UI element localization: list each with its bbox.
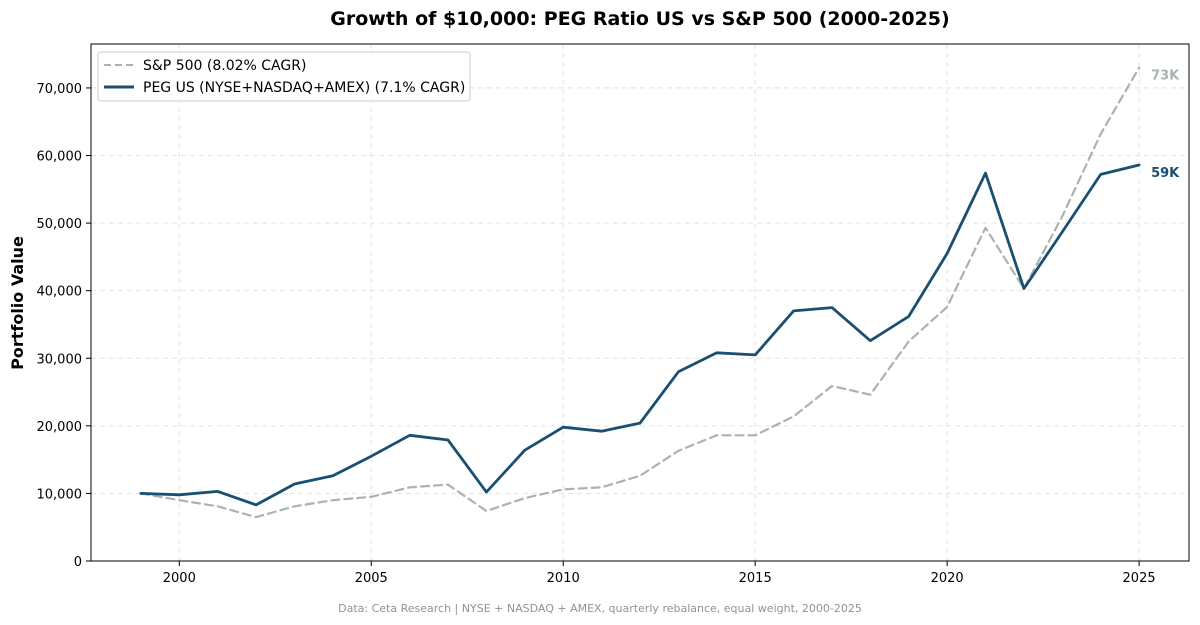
sp500-series-line: [139, 66, 1141, 519]
x-axis-ticks: 2000 2005 2010 2015 2020 2025: [163, 561, 1156, 586]
legend-box: [97, 51, 471, 102]
legend-label-peg-us: PEG US (NYSE+NASDAQ+AMEX) (7.1% CAGR): [143, 80, 465, 96]
y-axis-ticks: 0 10,000 20,000 30,000 40,000 50,000 60,000 70,…: [37, 82, 91, 570]
x-tick-label: 2020: [931, 571, 964, 586]
x-tick-label: 2010: [547, 571, 580, 586]
y-axis-label: Portfolio Value: [8, 236, 27, 370]
y-tick-label: 70,000: [37, 82, 83, 97]
series-end-labels: 73K 59K: [1151, 69, 1180, 181]
y-tick-label: 60,000: [37, 150, 83, 165]
y-tick-label: 40,000: [37, 285, 83, 300]
chart-title: Growth of $10,000: PEG Ratio US vs S&P 5…: [330, 8, 949, 30]
x-tick-label: 2005: [355, 571, 388, 586]
peg-us-end-label: 59K: [1151, 166, 1180, 181]
x-tick-label: 2025: [1123, 571, 1156, 586]
legend-label-sp500: S&P 500 (8.02% CAGR): [143, 58, 306, 74]
sp500-end-label: 73K: [1151, 69, 1180, 84]
x-tick-label: 2000: [163, 571, 196, 586]
footnote: Data: Ceta Research | NYSE + NASDAQ + AM…: [338, 602, 862, 615]
y-tick-label: 10,000: [37, 487, 83, 502]
y-tick-label: 0: [74, 555, 82, 570]
y-tick-label: 30,000: [37, 352, 83, 367]
y-tick-label: 50,000: [37, 217, 83, 232]
x-tick-label: 2015: [739, 571, 772, 586]
y-tick-label: 20,000: [37, 420, 83, 435]
legend: S&P 500 (8.02% CAGR) PEG US (NYSE+NASDAQ…: [97, 51, 471, 102]
peg-us-series-line: [139, 163, 1141, 507]
plot-frame: [90, 43, 1190, 562]
series-lines: [139, 66, 1141, 519]
